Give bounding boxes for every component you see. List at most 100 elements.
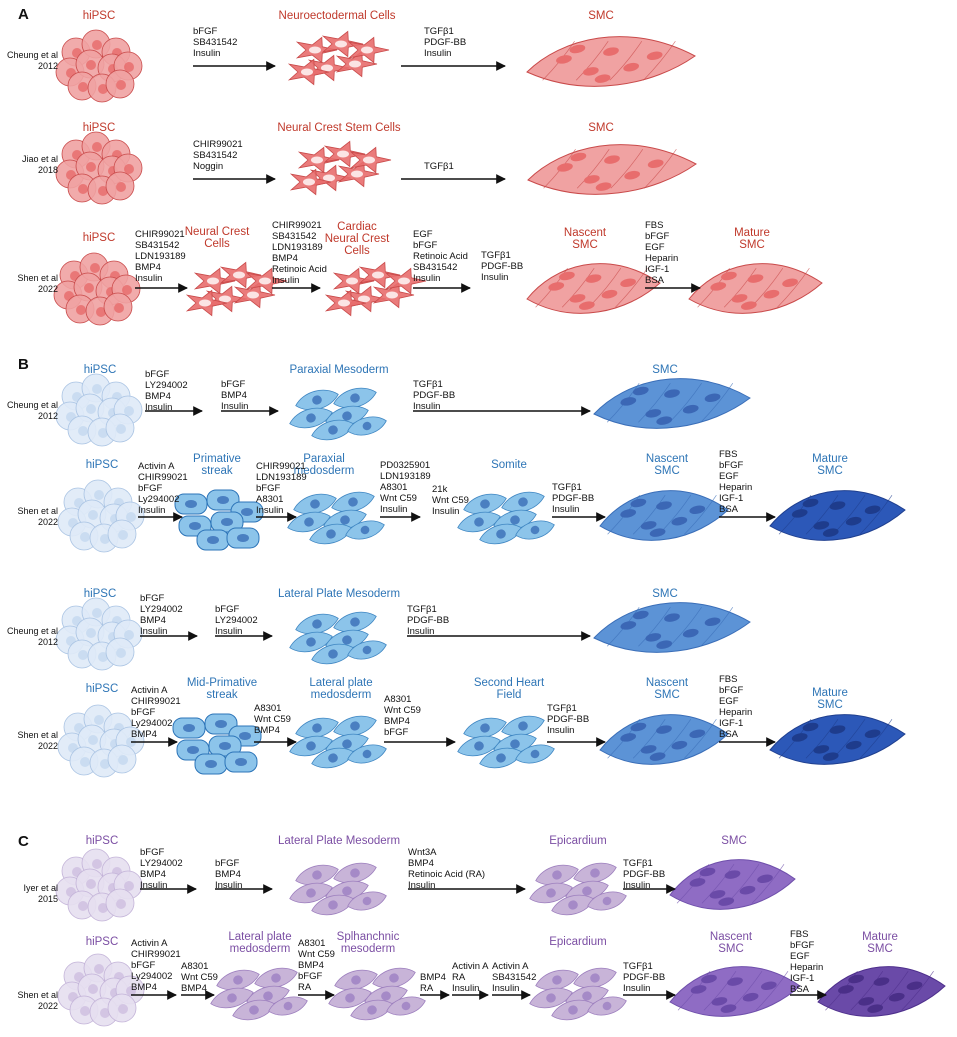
factor-label: TGFβ1 [623, 961, 653, 972]
stage-label: Second Heart [474, 677, 545, 689]
factor-label: BMP4 [131, 729, 157, 740]
factor-label: Insulin [407, 626, 434, 637]
factor-label: TGFβ1 [552, 482, 582, 493]
smc-sheet-icon [526, 36, 696, 87]
factor-label: CHIR99021 [272, 220, 322, 231]
stage-label: SMC [652, 588, 678, 600]
factor-label: RA [452, 972, 466, 983]
paraxial-medosderm-icon [287, 491, 385, 545]
ipsc-colony-icon [55, 848, 143, 922]
factor-label: BMP4 [131, 982, 157, 993]
nascent-smc-icon [599, 714, 729, 765]
factor-label: TGFβ1 [424, 161, 454, 172]
factor-label: Activin A [452, 961, 489, 972]
factor-label: RA [298, 982, 312, 993]
factor-label: BMP4 [221, 390, 247, 401]
stage-label: Cardiac [337, 221, 377, 233]
factor-label: Insulin [272, 275, 299, 286]
factor-label: BMP4 [272, 253, 298, 264]
factor-label: BMP4 [140, 869, 166, 880]
stage-label: hiPSC [84, 364, 117, 376]
stage-label: Nascent [646, 677, 689, 689]
mature-smc-icon [769, 714, 906, 765]
neural-crest-cells-icon [185, 261, 288, 317]
factor-label: bFGF [221, 379, 245, 390]
factor-label: bFGF [719, 685, 743, 696]
factor-label: CHIR99021 [131, 949, 181, 960]
stage-label: Lateral Plate Mesoderm [278, 835, 400, 847]
factor-label: 21k [432, 484, 448, 495]
factor-label: Wnt C59 [384, 705, 421, 716]
factor-label: SB431542 [193, 150, 237, 161]
ipsc-colony-icon [53, 252, 141, 326]
factor-label: FBS [719, 449, 737, 460]
factor-label: CHIR99021 [256, 461, 306, 472]
factor-label: RA [420, 983, 434, 994]
factor-label: LY294002 [140, 858, 183, 869]
factor-label: BSA [719, 504, 739, 515]
factor-label: LDN193189 [272, 242, 323, 253]
smc-sheet-icon [527, 144, 697, 195]
factor-label: BMP4 [135, 262, 161, 273]
stage-label: hiPSC [83, 232, 116, 244]
factor-label: TGFβ1 [623, 858, 653, 869]
factor-label: Activin A [131, 938, 168, 949]
factor-label: EGF [719, 696, 739, 707]
factor-label: PDGF-BB [623, 972, 665, 983]
factor-label: SB431542 [135, 240, 179, 251]
factor-label: A8301 [298, 938, 325, 949]
factor-label: Ly294002 [138, 494, 179, 505]
factor-label: LY294002 [140, 604, 183, 615]
factor-label: Wnt C59 [380, 493, 417, 504]
stage-label: Mature [812, 453, 848, 465]
factor-label: TGFβ1 [481, 250, 511, 261]
stage-label: Nascent [564, 227, 607, 239]
citation-label: 2018 [38, 165, 58, 175]
factor-label: Insulin [138, 505, 165, 516]
nascent-smc-icon [599, 490, 729, 541]
factor-label: A8301 [181, 961, 208, 972]
factor-label: Insulin [623, 880, 650, 891]
factor-label: BSA [719, 729, 739, 740]
stage-label: medosderm [311, 689, 372, 701]
stage-label: SMC [739, 239, 765, 251]
factor-label: A8301 [256, 494, 283, 505]
factor-label: PDGF-BB [623, 869, 665, 880]
factor-label: FBS [645, 220, 663, 231]
citation-label: 2015 [38, 894, 58, 904]
ipsc-colony-icon [55, 29, 143, 103]
factor-label: A8301 [380, 482, 407, 493]
stage-label: Neural Crest [325, 233, 390, 245]
factor-label: Insulin [221, 401, 248, 412]
factor-label: CHIR99021 [135, 229, 185, 240]
factor-label: IGF-1 [645, 264, 669, 275]
factor-label: Wnt C59 [254, 714, 291, 725]
factor-label: bFGF [145, 369, 169, 380]
factor-label: bFGF [298, 971, 322, 982]
panel-label-a: A [18, 6, 29, 23]
factor-label: LDN193189 [256, 472, 307, 483]
nascent-smc-icon [669, 966, 801, 1017]
factor-label: BSA [790, 984, 810, 995]
factor-label: PDGF-BB [547, 714, 589, 725]
factor-label: SB431542 [413, 262, 457, 273]
stage-label: SMC [588, 122, 614, 134]
factor-label: Insulin [140, 626, 167, 637]
splhanchnic-mesoderm-icon [328, 967, 426, 1021]
factor-label: Insulin [424, 48, 451, 59]
neuroectodermal-cells-icon [287, 30, 390, 86]
citation-label: 2012 [38, 411, 58, 421]
citation-label: 2012 [38, 61, 58, 71]
factor-label: LDN193189 [380, 471, 431, 482]
factor-label: LY294002 [215, 615, 258, 626]
stage-label: SMC [654, 465, 680, 477]
mature-smc-icon [688, 263, 823, 314]
factor-label: Insulin [380, 504, 407, 515]
factor-label: Retinoic Acid (RA) [408, 869, 485, 880]
factor-label: BSA [645, 275, 665, 286]
factor-label: Insulin [193, 48, 220, 59]
somite-icon [457, 491, 555, 545]
lateral-plate-medosderm-icon [210, 967, 308, 1021]
stage-label: Neural Crest Stem Cells [277, 122, 401, 134]
factor-label: bFGF [131, 707, 155, 718]
